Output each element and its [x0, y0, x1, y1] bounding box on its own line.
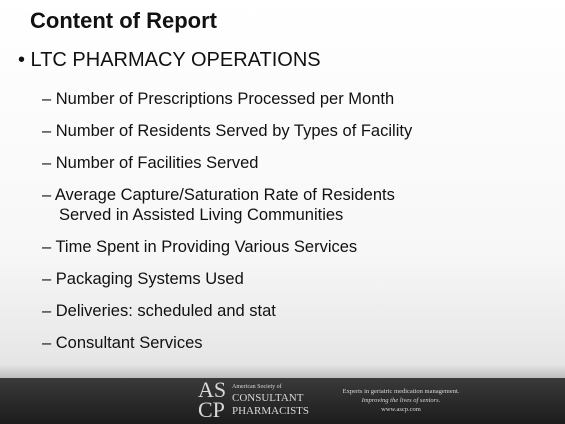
item: – Deliveries: scheduled and stat — [42, 301, 276, 321]
bullet: • LTC PHARMACY OPERATIONS — [18, 49, 321, 71]
item-line: – Packaging Systems Used — [42, 270, 244, 288]
item: – Average Capture/Saturation Rate of Res… — [42, 185, 395, 225]
item-line: – Deliveries: scheduled and stat — [42, 302, 276, 320]
item-line: – Number of Facilities Served — [42, 154, 259, 172]
item-line: – Number of Residents Served by Types of… — [42, 122, 413, 140]
logo-letters-bottom: CP — [198, 397, 225, 422]
tagline-line: Experts in geriatric medication manageme… — [342, 388, 460, 395]
tagline: Experts in geriatric medication manageme… — [306, 387, 496, 414]
footer-strip — [0, 364, 565, 378]
logo-line: PHARMACISTS — [232, 405, 310, 417]
item-line: – Average Capture/Saturation Rate of Res… — [42, 186, 395, 204]
item-line: – Time Spent in Providing Various Servic… — [42, 238, 358, 256]
item: – Packaging Systems Used — [42, 269, 244, 289]
logo-letters: AS CP — [198, 377, 227, 422]
item: – Time Spent in Providing Various Servic… — [42, 237, 357, 257]
item: – Consultant Services — [42, 333, 203, 353]
logo-line: CONSULTANT — [232, 392, 304, 404]
item-line: – Number of Prescriptions Processed per … — [42, 90, 395, 108]
item: – Number of Facilities Served — [42, 153, 258, 173]
item: – Number of Residents Served by Types of… — [42, 121, 412, 141]
tagline-line: Improving the lives of seniors. — [361, 397, 441, 404]
footer: AS CP American Society of CONSULTANT PHA… — [0, 378, 565, 424]
logo-line: American Society of — [232, 384, 282, 390]
item: – Number of Prescriptions Processed per … — [42, 89, 394, 109]
slide-title: Content of Report — [30, 8, 217, 33]
item-line: Served in Assisted Living Communities — [59, 206, 344, 224]
logo-letters-top: AS — [198, 377, 227, 402]
tagline-line: www.ascp.com — [381, 406, 421, 413]
item-line: – Consultant Services — [42, 334, 203, 352]
